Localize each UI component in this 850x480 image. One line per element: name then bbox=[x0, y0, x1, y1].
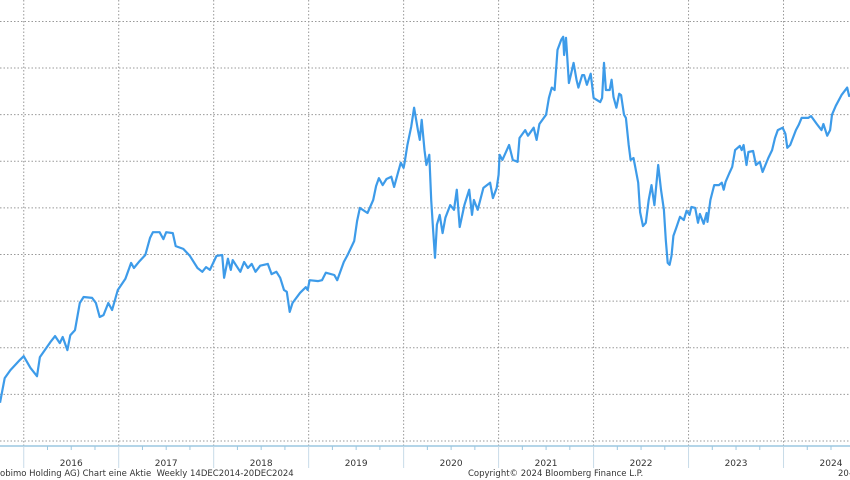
gridlines bbox=[0, 0, 850, 446]
x-tick-label: 2023 bbox=[725, 459, 748, 469]
copyright-text: Copyright© 2024 Bloomberg Finance L.P. bbox=[468, 469, 644, 479]
x-tick-label: 2022 bbox=[630, 459, 653, 469]
chart-description: obimo Holding AG) Chart eine Aktie Weekl… bbox=[0, 469, 294, 479]
series-line bbox=[0, 35, 850, 404]
x-tick-label: 2018 bbox=[250, 459, 273, 469]
x-tick-label: 2019 bbox=[345, 459, 368, 469]
x-tick-label: 2020 bbox=[440, 459, 463, 469]
x-axis-ticks bbox=[23, 446, 832, 468]
x-tick-label: 2024 bbox=[820, 459, 843, 469]
x-tick-label: 2016 bbox=[60, 459, 83, 469]
date-fragment: 20- bbox=[838, 469, 850, 479]
x-tick-label: 2017 bbox=[155, 459, 178, 469]
x-tick-labels: 2016 2017 2018 2019 2020 2021 2022 2023 2024 bbox=[60, 459, 843, 469]
x-tick-label: 2021 bbox=[535, 459, 558, 469]
